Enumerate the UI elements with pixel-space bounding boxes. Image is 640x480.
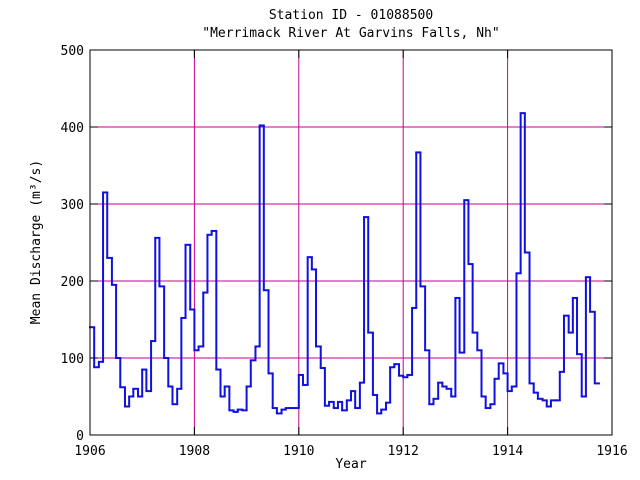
chart-title: Station ID - 01088500	[269, 8, 433, 23]
y-tick-label: 200	[61, 275, 84, 290]
x-axis-label: Year	[335, 457, 366, 472]
x-tick-label: 1908	[179, 444, 210, 459]
x-tick-label: 1914	[492, 444, 523, 459]
x-tick-label: 1912	[388, 444, 419, 459]
y-tick-label: 500	[61, 44, 84, 59]
y-axis-label: Mean Discharge (m³/s)	[29, 160, 44, 324]
x-tick-label: 1910	[283, 444, 314, 459]
x-tick-label: 1916	[596, 444, 627, 459]
y-tick-label: 400	[61, 121, 84, 136]
y-tick-label: 100	[61, 352, 84, 367]
chart-subtitle: "Merrimack River At Garvins Falls, Nh"	[202, 26, 499, 41]
x-tick-label: 1906	[74, 444, 105, 459]
y-tick-label: 300	[61, 198, 84, 213]
plot-frame	[89, 49, 613, 436]
y-tick-label: 0	[76, 429, 84, 444]
